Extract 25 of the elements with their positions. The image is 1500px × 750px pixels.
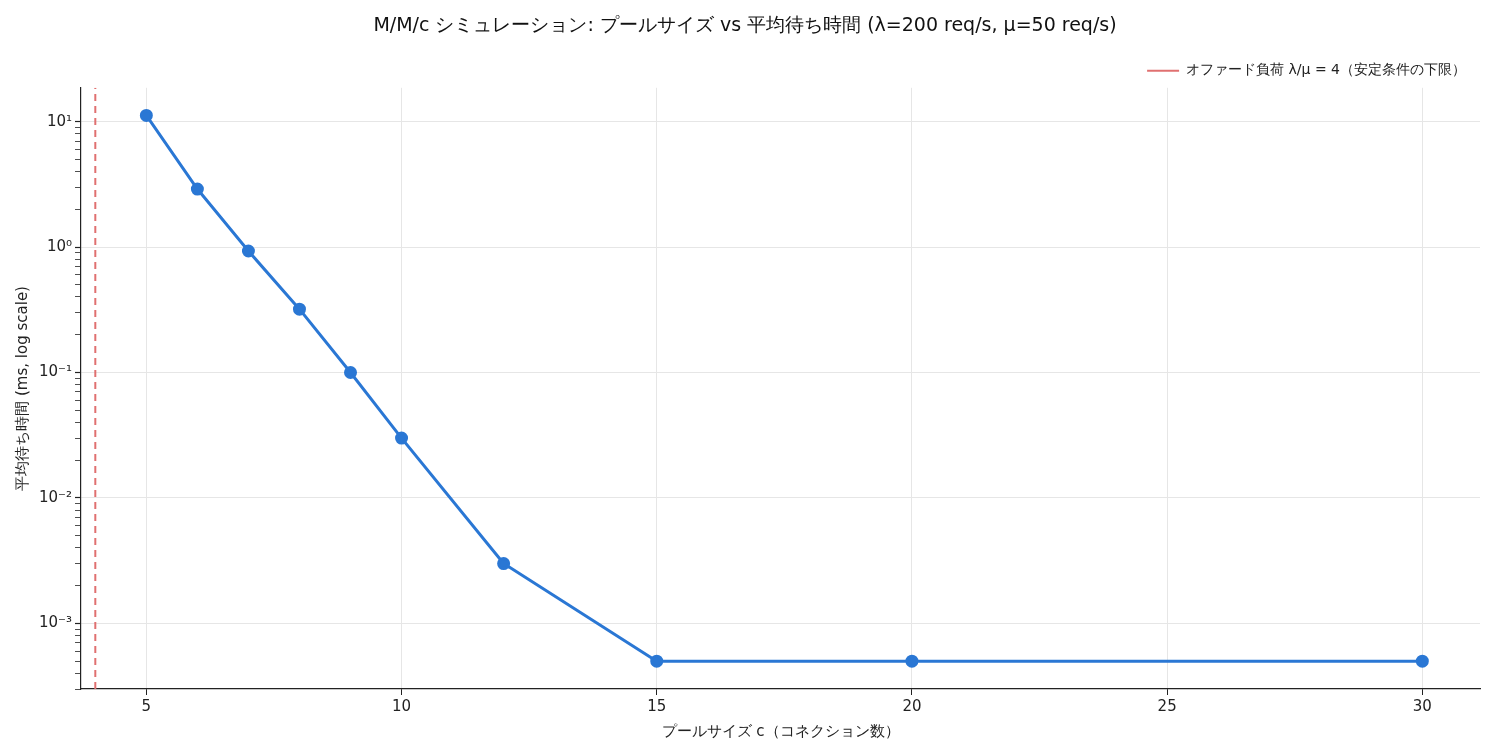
point [344,366,357,380]
x-tick-label: 15 [647,696,667,715]
point [905,654,919,668]
point [292,302,306,316]
y-tick-label: 10¹ [46,111,73,130]
y-tick-label: 10⁰ [46,236,73,255]
legend-label: オファード負荷 λ/μ = 4（安定条件の下限） [1186,61,1467,78]
x-tick-label: 10 [392,696,412,715]
y-tick-label: 10⁻¹ [38,362,73,381]
point [241,244,255,258]
x-tick-label: 25 [1157,696,1177,715]
x-tick-label: 5 [141,696,152,715]
y-axis-title: 平均待ち時間 (ms, log scale) [12,286,31,491]
y-tick-label: 10⁻³ [38,613,73,632]
point [139,108,153,122]
chart-title: M/M/c シミュレーション: プールサイズ vs 平均待ち時間 (λ=200 req/s, μ=50 req/s) [373,13,1117,36]
point [395,431,409,445]
point [190,182,204,196]
point [650,654,664,668]
y-tick-label: 10⁻² [38,487,73,506]
x-tick-label: 30 [1412,696,1432,715]
x-tick-label: 20 [902,696,922,715]
x-axis-title: プールサイズ c（コネクション数） [661,721,900,740]
point [1415,654,1429,668]
point [497,557,511,571]
